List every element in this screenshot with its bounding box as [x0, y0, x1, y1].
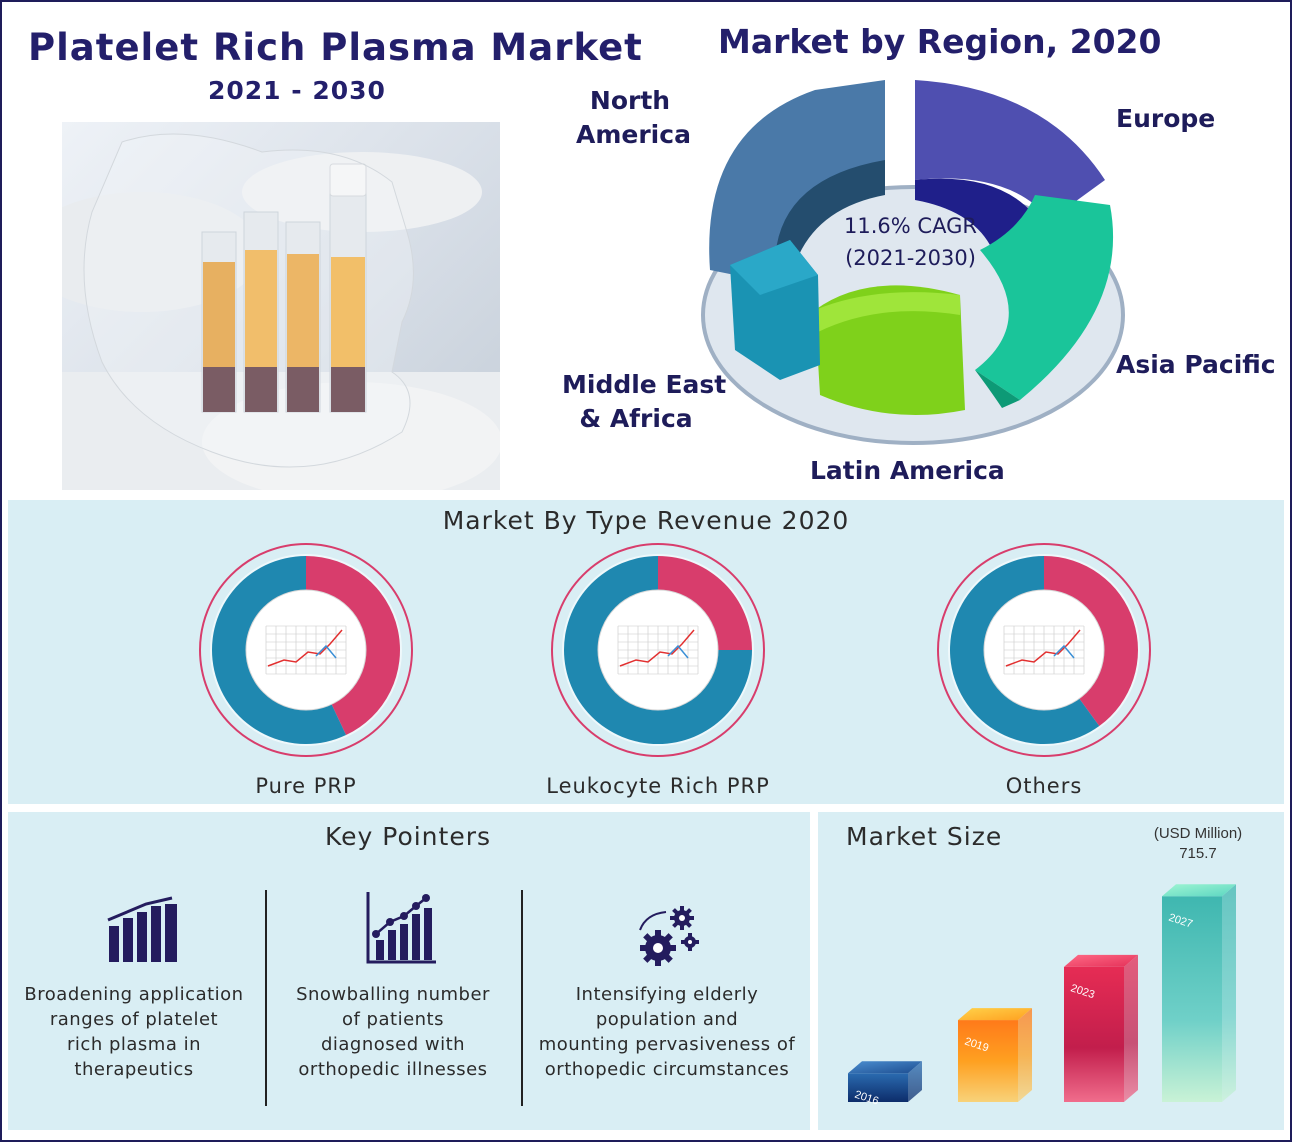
region-segment-north-america	[709, 80, 885, 285]
bar-front-face	[848, 1073, 908, 1102]
label-asia-pacific: Asia Pacific	[1116, 350, 1276, 379]
donut-pure-prp	[196, 540, 416, 760]
donut-leukocyte-prp-chart	[551, 543, 765, 757]
donut-slice-highlight	[658, 556, 752, 650]
key-pointer-divider-2	[521, 890, 523, 1106]
bar-top-face	[1162, 884, 1236, 897]
key-pointers-title: Key Pointers	[324, 822, 492, 851]
donut-outer-ring	[199, 543, 413, 757]
type-section-title: Market By Type Revenue 2020	[442, 506, 850, 535]
tube-1	[201, 231, 237, 413]
key-pointers-panel	[8, 812, 810, 1130]
region-chart-title: Market by Region, 2020	[718, 22, 1162, 61]
growth-chart-icon	[366, 892, 436, 964]
donut-slice-rest	[564, 556, 752, 744]
label-europe: Europe	[1116, 104, 1216, 133]
bar-front-face	[1064, 966, 1124, 1102]
bar-top-face	[848, 1061, 922, 1074]
bar-chart-icon	[107, 896, 177, 962]
market-size-bar-2016: 2016	[848, 1061, 922, 1108]
region-donut-chart	[701, 80, 1125, 445]
donut-slice-rest	[211, 556, 347, 744]
bar-side-face	[1222, 884, 1236, 1102]
market-size-unit: (USD Million)	[1153, 825, 1243, 842]
donut-others-chart	[937, 543, 1151, 757]
market-size-bar-2019: 2019	[958, 1008, 1032, 1102]
key-pointer-2-text: Snowballing number of patients diagnosed…	[296, 984, 490, 1080]
cagr-period: (2021-2030)	[845, 246, 976, 270]
bar-side-face	[1124, 954, 1138, 1102]
region-segment-latin-america	[815, 285, 965, 415]
donut-pure-prp-chart	[199, 543, 413, 757]
cagr-annotation: 11.6% CAGR (2021-2030)	[808, 210, 1013, 274]
market-size-unit-block: (USD Million) 715.7	[1146, 824, 1250, 864]
market-size-title: Market Size	[846, 822, 1003, 851]
donut-outer-ring	[937, 543, 1151, 757]
donut-others	[934, 540, 1154, 760]
label-latin-america: Latin America	[810, 456, 1005, 485]
market-size-bar-2023: 2023	[1064, 954, 1138, 1102]
key-pointer-divider-1	[265, 890, 267, 1106]
trend-chart-icon	[617, 625, 699, 675]
test-tubes-photo	[62, 122, 500, 490]
bar-top-face	[958, 1008, 1032, 1021]
donut-slice-rest	[950, 556, 1100, 744]
donut-label-pure-prp: Pure PRP	[255, 774, 357, 798]
trend-chart-icon	[1003, 625, 1085, 675]
key-pointer-1-text: Broadening application ranges of platele…	[24, 984, 244, 1080]
donut-label-others: Others	[1005, 774, 1083, 798]
label-mea: Middle East & Africa	[562, 370, 727, 433]
market-size-bar-2027: 2027	[1162, 884, 1236, 1102]
bar-top-face	[1064, 954, 1138, 967]
donut-outer-ring	[551, 543, 765, 757]
region-segment-mea	[730, 240, 820, 380]
market-size-value-label: 715.7	[1179, 845, 1217, 862]
gears-icon	[639, 906, 699, 966]
bar-side-face	[1018, 1008, 1032, 1102]
main-title: Platelet Rich Plasma Market	[28, 26, 643, 69]
test-tubes-illustration	[62, 133, 500, 490]
bar-front-face	[1162, 896, 1222, 1102]
tube-2	[243, 211, 279, 413]
donut-label-leukocyte-prp: Leukocyte Rich PRP	[546, 774, 770, 798]
key-pointer-3-text: Intensifying elderly population and moun…	[538, 984, 796, 1080]
bar-front-face	[958, 1020, 1018, 1102]
trend-chart-icon	[265, 625, 347, 675]
bar-side-face	[908, 1061, 922, 1102]
cagr-rate: 11.6% CAGR	[844, 214, 977, 238]
tube-3	[285, 221, 321, 413]
tube-4	[329, 163, 367, 413]
market-size-bar-chart: 2016 2019 2023 2027	[848, 884, 1236, 1108]
donut-leukocyte-prp	[548, 540, 768, 760]
label-north-america: North America	[576, 86, 691, 149]
region-segment-asia-pacific	[975, 195, 1114, 408]
main-years: 2021 - 2030	[208, 76, 386, 105]
